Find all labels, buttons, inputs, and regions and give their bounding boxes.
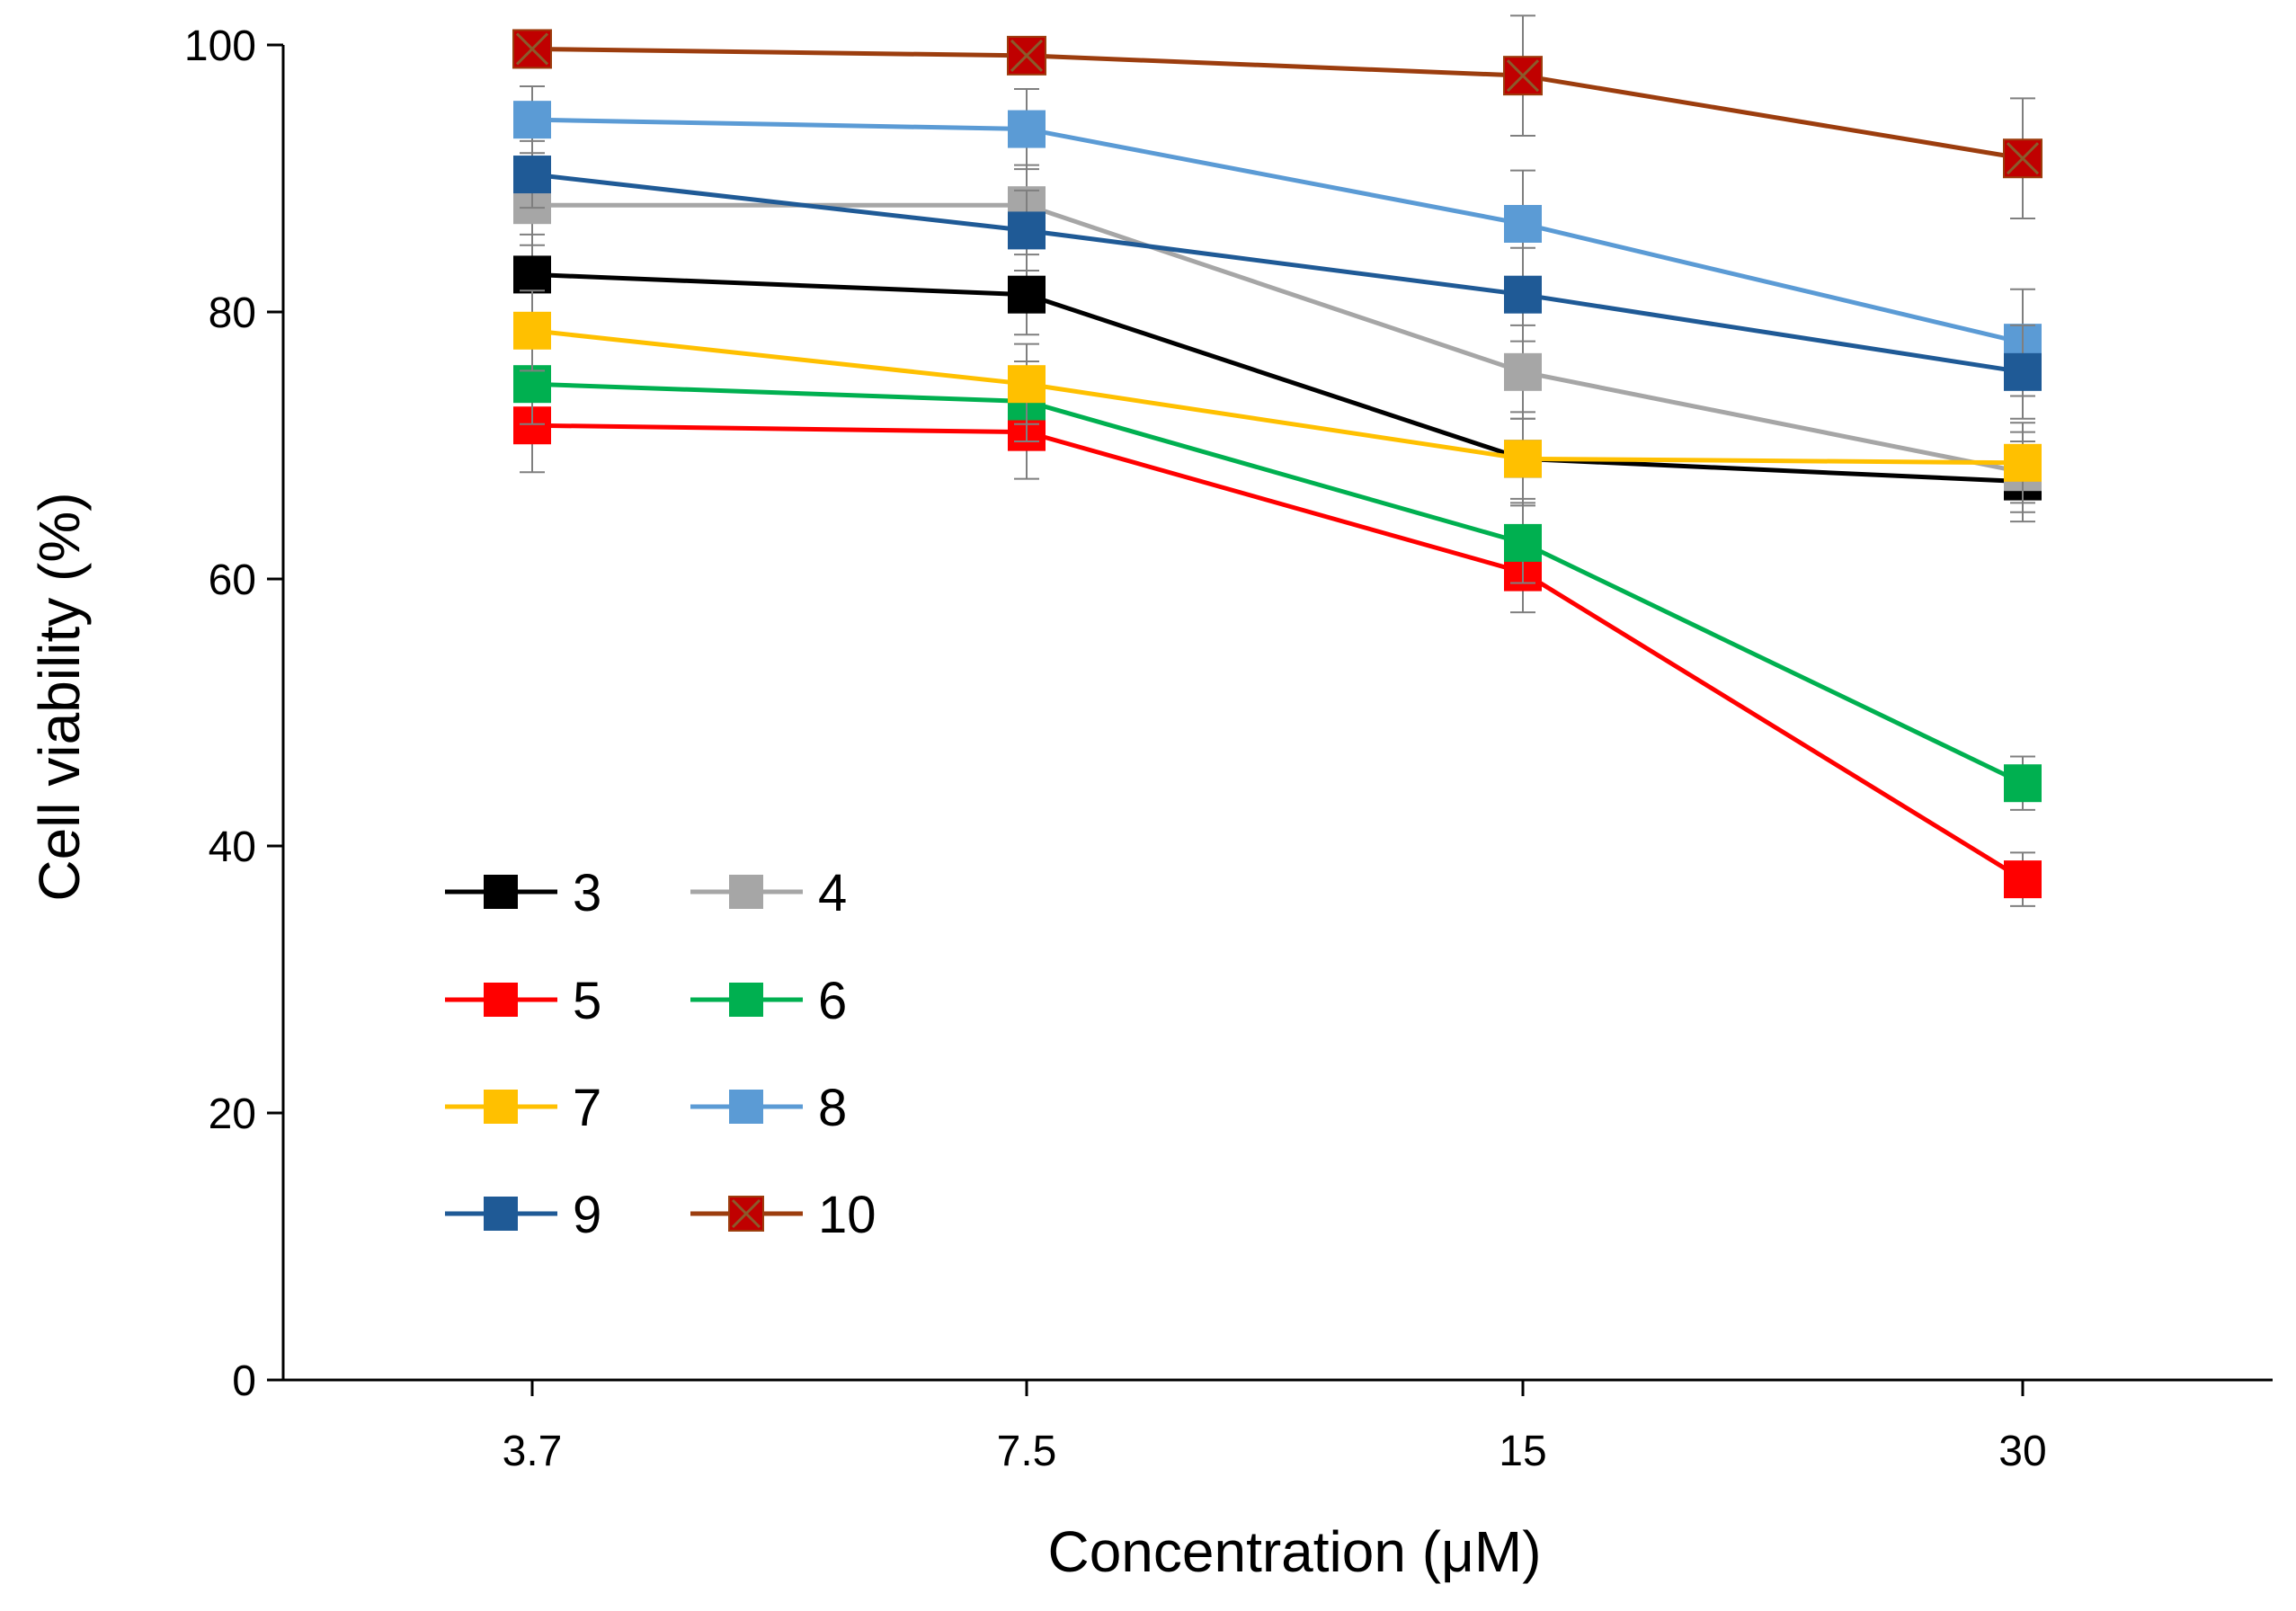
y-tick-label-100: 100 — [184, 22, 256, 70]
axes: 0 20 40 60 80 100 3.7 7.5 15 30 — [184, 22, 2273, 1475]
legend-marker-3 — [484, 875, 518, 909]
y-tick-label-20: 20 — [209, 1090, 256, 1138]
y-tick-label-60: 60 — [209, 556, 256, 604]
legend-label-10: 10 — [818, 1186, 877, 1244]
point-9-3 — [2004, 352, 2042, 391]
point-10-2-x2 — [1506, 59, 1540, 93]
legend-item-3: 3 — [445, 864, 601, 922]
point-10-2 — [1503, 56, 1543, 96]
point-7-1 — [1008, 365, 1046, 404]
point-9-0 — [513, 156, 551, 194]
legend-item-4: 4 — [690, 864, 847, 922]
series-line-8 — [531, 117, 2024, 345]
point-6-3 — [2004, 764, 2042, 803]
series-7 — [513, 289, 2042, 504]
point-6-2 — [1504, 523, 1542, 562]
legend-label-5: 5 — [573, 972, 601, 1030]
series-5 — [513, 378, 2042, 907]
legend-item-8: 8 — [690, 1079, 847, 1137]
series-line-10 — [531, 46, 2024, 161]
series-line-6 — [531, 381, 2025, 786]
legend-marker-6 — [729, 983, 763, 1017]
point-10-0 — [512, 29, 552, 69]
legend-label-8: 8 — [818, 1079, 847, 1137]
point-9-1 — [1008, 211, 1046, 250]
legend-marker-4 — [729, 875, 763, 909]
series-6 — [513, 343, 2042, 811]
point-3-0 — [513, 255, 551, 294]
series-line-7 — [531, 328, 2024, 466]
point-10-1 — [1007, 35, 1046, 76]
y-axis-title: Cell viability (%) — [27, 492, 92, 901]
series-line-5 — [531, 423, 2025, 882]
y-tick-label-0: 0 — [232, 1357, 256, 1405]
point-8-0 — [513, 101, 551, 139]
series-line-3 — [531, 271, 2024, 485]
point-8-1 — [1008, 110, 1046, 148]
legend-label-6: 6 — [818, 972, 847, 1030]
x-tick-label-3.7: 3.7 — [503, 1428, 563, 1475]
legend-marker-10-x2 — [731, 1198, 761, 1229]
point-9-2 — [1504, 275, 1542, 314]
legend-marker-8 — [729, 1090, 763, 1124]
legend-item-7: 7 — [445, 1079, 601, 1137]
point-7-0 — [513, 311, 551, 350]
legend-label-3: 3 — [573, 864, 601, 922]
point-7-2 — [1504, 440, 1542, 478]
legend-item-5: 5 — [445, 972, 601, 1030]
legend-label-7: 7 — [573, 1079, 601, 1137]
legend-item-9: 9 — [445, 1186, 601, 1244]
point-10-0-x2 — [515, 32, 549, 66]
legend-label-9: 9 — [573, 1186, 601, 1244]
x-tick-label-15: 15 — [1499, 1428, 1546, 1475]
point-5-3 — [2004, 860, 2042, 899]
series-line-4 — [532, 202, 2024, 475]
series-10 — [512, 14, 2042, 220]
point-7-3 — [2004, 443, 2042, 482]
x-tick-label-30: 30 — [1998, 1428, 2046, 1475]
point-3-1 — [1008, 275, 1046, 314]
series-line-9 — [531, 172, 2024, 375]
series-9 — [513, 139, 2042, 420]
point-10-3 — [2003, 138, 2042, 179]
legend-item-6: 6 — [690, 972, 847, 1030]
series-3 — [513, 233, 2042, 523]
point-4-2 — [1504, 352, 1542, 391]
legend: 3 4 5 6 7 8 9 10 — [445, 864, 877, 1244]
legend-marker-9 — [484, 1197, 518, 1231]
point-10-3-x2 — [2006, 142, 2040, 175]
legend-label-4: 4 — [818, 864, 847, 922]
legend-item-10: 10 — [690, 1186, 877, 1244]
series-8 — [513, 85, 2042, 397]
legend-marker-10 — [728, 1196, 764, 1232]
legend-marker-7 — [484, 1090, 518, 1124]
x-axis-title: Concentration (μM) — [1047, 1519, 1541, 1584]
point-10-1-x2 — [1010, 39, 1044, 72]
series-layer — [512, 14, 2042, 907]
point-8-2 — [1504, 204, 1542, 243]
y-tick-label-40: 40 — [209, 823, 256, 871]
legend-marker-5 — [484, 983, 518, 1017]
x-tick-label-7.5: 7.5 — [997, 1428, 1057, 1475]
y-tick-label-80: 80 — [209, 289, 256, 337]
